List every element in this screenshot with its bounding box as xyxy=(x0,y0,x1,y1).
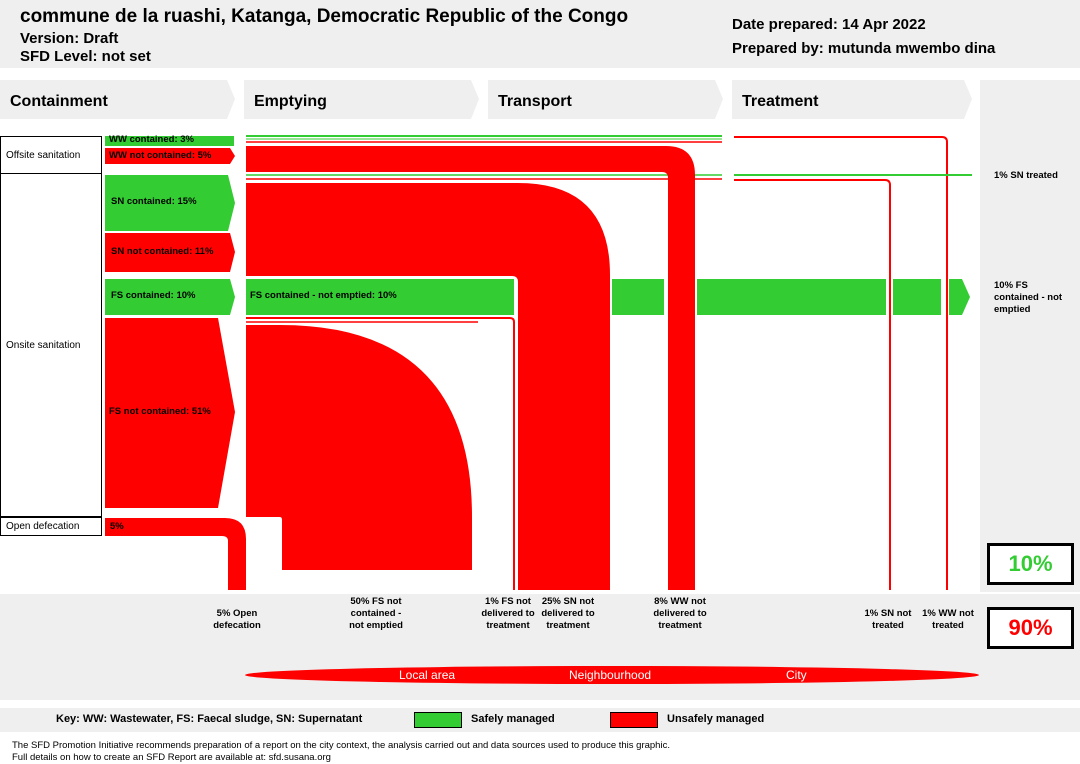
label-fs-not-contained: FS not contained: 51% xyxy=(109,406,211,417)
right-panel-bg xyxy=(980,80,1080,592)
stage-treatment: Treatment xyxy=(742,93,819,110)
footer-line-2: Full details on how to create an SFD Rep… xyxy=(12,752,331,763)
bottom-label-fs-not-delivered: 1% FS not delivered to treatment xyxy=(481,596,535,631)
label-fs-contained: FS contained: 10% xyxy=(111,290,196,301)
stage-containment: Containment xyxy=(10,93,108,110)
bottom-label-ww-not-treated: 1% WW not treated xyxy=(922,608,974,631)
zone-neighbourhood: Neighbourhood xyxy=(569,668,652,682)
label-open-defecation-pct: 5% xyxy=(110,521,124,532)
safe-percent-box: 10% xyxy=(987,543,1074,585)
unsafe-percent-box: 90% xyxy=(987,607,1074,649)
stage-chevron-transport xyxy=(488,80,723,119)
page-title: commune de la ruashi, Katanga, Democrati… xyxy=(20,6,629,27)
stage-emptying: Emptying xyxy=(254,93,327,110)
label-sn-treated: 1% SN treated xyxy=(994,170,1058,181)
key-band-bg xyxy=(0,708,1080,732)
label-ww-not-contained: WW not contained: 5% xyxy=(109,150,212,161)
key-text: Key: WW: Wastewater, FS: Faecal sludge, … xyxy=(56,713,363,725)
segment-fs-not-contained xyxy=(105,318,235,508)
segment-fs-contained xyxy=(105,279,235,315)
segment-sn-contained xyxy=(105,175,235,231)
row-offsite-sanitation: Offsite sanitation xyxy=(0,136,102,174)
footer-line-1: The SFD Promotion Initiative recommends … xyxy=(12,740,670,751)
header-band xyxy=(0,0,1080,68)
fs-not-emptied-flow xyxy=(246,279,514,315)
row-open-defecation: Open defecation xyxy=(0,517,102,536)
label-fs-not-emptied-right: 10% FS contained - not emptied xyxy=(994,280,1063,315)
bottom-label-fs-not-emptied: 50% FS not contained - not emptied xyxy=(349,596,403,631)
zone-local-area: Local area xyxy=(399,668,456,682)
bottom-label-sn-not-treated: 1% SN not treated xyxy=(864,608,912,631)
segment-open-defecation xyxy=(105,518,246,590)
sn-not-delivered-flow xyxy=(246,183,610,590)
bottom-label-open-defecation: 5% Open defecation xyxy=(213,608,261,631)
stage-chevron-treatment xyxy=(732,80,972,119)
stage-transport: Transport xyxy=(498,93,572,110)
stage-chevron-emptying xyxy=(244,80,479,119)
stage-chevron-containment xyxy=(0,80,235,119)
date-prepared: Date prepared: 14 Apr 2022 xyxy=(732,16,926,33)
label-ww-contained: WW contained: 3% xyxy=(109,134,194,145)
key-safe-swatch xyxy=(414,712,462,728)
label-sn-contained: SN contained: 15% xyxy=(111,196,197,207)
sfd-level-label: SFD Level: not set xyxy=(20,48,151,65)
ww-not-treated-line xyxy=(734,136,948,590)
segment-sn-not-contained xyxy=(105,233,235,272)
version-label: Version: Draft xyxy=(20,30,119,47)
label-fs-contained-not-emptied: FS contained - not emptied: 10% xyxy=(250,290,397,301)
row-onsite-sanitation: Onsite sanitation xyxy=(0,173,102,517)
segment-ww-contained xyxy=(105,136,234,146)
fs-not-delivered-line xyxy=(246,317,515,590)
key-unsafe-swatch xyxy=(610,712,658,728)
bottom-label-sn-not-delivered: 25% SN not delivered to treatment xyxy=(541,596,595,631)
label-sn-not-contained: SN not contained: 11% xyxy=(111,246,214,257)
prepared-by: Prepared by: mutunda mwembo dina xyxy=(732,40,996,57)
zones-ellipse xyxy=(245,666,979,684)
bottom-label-ww-not-delivered: 8% WW not delivered to treatment xyxy=(653,596,707,631)
fs-not-contained-not-emptied-flow xyxy=(246,325,472,570)
sn-not-treated-line xyxy=(734,179,891,590)
zone-city: City xyxy=(786,668,807,682)
key-unsafe-label: Unsafely managed xyxy=(667,713,765,725)
segment-ww-not-contained xyxy=(105,148,235,164)
key-safe-label: Safely managed xyxy=(471,713,555,725)
